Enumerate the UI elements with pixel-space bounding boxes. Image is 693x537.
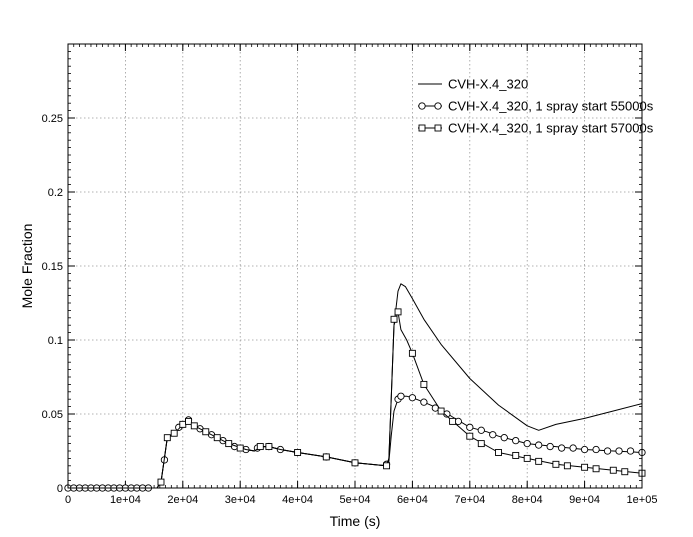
data-point bbox=[523, 439, 531, 448]
data-point bbox=[500, 434, 508, 442]
legend-label: CVH-X.4_320, 1 spray start 55000s bbox=[448, 99, 654, 114]
data-point bbox=[225, 440, 233, 448]
data-point bbox=[408, 394, 417, 402]
data-point bbox=[581, 463, 589, 471]
data-point bbox=[592, 445, 600, 454]
data-point bbox=[408, 349, 416, 357]
data-point bbox=[185, 417, 192, 425]
data-point bbox=[202, 428, 210, 436]
legend: CVH-X.4_320 CVH-X.4_320, 1 spray start 55… bbox=[418, 77, 654, 136]
x-tick-label: 6e+04 bbox=[397, 494, 428, 506]
data-point bbox=[621, 468, 629, 476]
x-tick-labels: 0 1e+04 2e+04 3e+04 4e+04 5e+04 6e+04 7e+04 8e+0… bbox=[65, 494, 658, 506]
data-point bbox=[535, 441, 543, 449]
data-point bbox=[466, 423, 474, 431]
data-point bbox=[563, 462, 571, 470]
data-point bbox=[546, 442, 554, 451]
data-point bbox=[390, 315, 398, 323]
data-point bbox=[466, 432, 474, 440]
data-point bbox=[163, 434, 171, 442]
x-tick-label: 8e+04 bbox=[512, 494, 543, 506]
data-point bbox=[512, 451, 520, 459]
y-tick-labels: 0 0.05 0.1 0.15 0.2 0.25 bbox=[42, 113, 63, 495]
legend-label: CVH-X.4_320, 1 spray start 57000s bbox=[448, 121, 654, 136]
data-point bbox=[512, 436, 520, 445]
y-tick-label: 0.15 bbox=[42, 261, 63, 273]
x-axis-title: Time (s) bbox=[330, 513, 381, 529]
legend-entry: CVH-X.4_320, 1 spray start 55000s bbox=[418, 99, 654, 114]
data-point bbox=[489, 431, 497, 439]
series-layer bbox=[64, 283, 646, 492]
data-point bbox=[552, 460, 560, 468]
legend-marker bbox=[418, 102, 426, 110]
x-tick-label: 7e+04 bbox=[454, 494, 485, 506]
data-point bbox=[256, 443, 264, 451]
data-point bbox=[420, 398, 428, 406]
x-tick-label: 4e+04 bbox=[282, 494, 313, 506]
data-point bbox=[626, 447, 635, 455]
x-tick-label: 3e+04 bbox=[225, 494, 256, 506]
y-tick-label: 0.2 bbox=[48, 187, 63, 199]
data-point bbox=[420, 380, 428, 388]
legend-marker bbox=[434, 102, 442, 110]
data-point bbox=[322, 453, 330, 461]
data-point bbox=[449, 417, 457, 425]
data-point bbox=[213, 434, 221, 442]
data-point bbox=[170, 429, 178, 437]
data-point bbox=[592, 465, 600, 473]
data-point bbox=[580, 445, 589, 454]
data-point bbox=[495, 449, 502, 456]
y-tick-label: 0.25 bbox=[42, 113, 63, 125]
legend-label: CVH-X.4_320 bbox=[448, 77, 528, 92]
x-tick-label: 2e+04 bbox=[167, 494, 198, 506]
y-tick-label: 0.1 bbox=[48, 335, 63, 347]
data-point bbox=[383, 462, 391, 470]
data-point bbox=[523, 454, 531, 462]
x-tick-label: 5e+04 bbox=[340, 494, 371, 506]
data-point bbox=[569, 444, 577, 452]
data-point bbox=[157, 478, 165, 486]
plot-area-frame bbox=[67, 43, 643, 489]
series-line bbox=[68, 311, 643, 489]
legend-marker bbox=[418, 124, 426, 132]
x-tick-label: 0 bbox=[65, 494, 71, 506]
data-point bbox=[535, 457, 543, 465]
y-axis-title: Mole Fraction bbox=[19, 224, 35, 309]
series-3 bbox=[68, 308, 646, 489]
data-point bbox=[265, 443, 273, 451]
legend-marker bbox=[434, 124, 442, 132]
x-tick-label: 1e+05 bbox=[627, 494, 658, 506]
y-tick-label: 0 bbox=[57, 483, 63, 495]
data-point bbox=[609, 466, 617, 474]
data-point bbox=[351, 459, 359, 467]
data-point bbox=[190, 422, 198, 430]
data-point bbox=[477, 440, 485, 448]
data-point bbox=[397, 392, 405, 400]
y-tick-label: 0.05 bbox=[42, 409, 63, 421]
x-tick-label: 9e+04 bbox=[569, 494, 600, 506]
legend-entry: CVH-X.4_320, 1 spray start 57000s bbox=[418, 121, 654, 136]
data-point bbox=[557, 444, 566, 452]
data-point bbox=[603, 447, 612, 455]
data-point bbox=[615, 447, 623, 455]
legend-entry: CVH-X.4_320 bbox=[418, 77, 528, 92]
data-point bbox=[236, 444, 244, 452]
data-point bbox=[394, 308, 402, 316]
data-point bbox=[437, 407, 445, 415]
x-tick-label: 1e+04 bbox=[110, 494, 141, 506]
data-point bbox=[294, 449, 302, 456]
data-point bbox=[179, 420, 187, 428]
data-point bbox=[477, 426, 485, 434]
